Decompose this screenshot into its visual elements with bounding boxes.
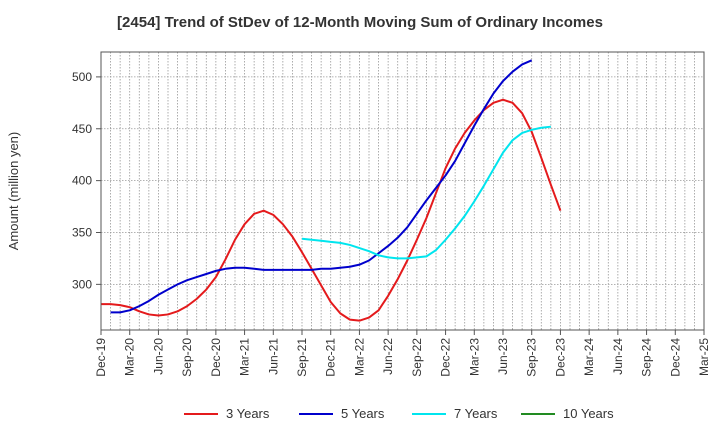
- grid-lines: [101, 52, 704, 330]
- legend-swatch: [412, 412, 446, 415]
- series-lines: [101, 59, 562, 322]
- legend-item-10-years: 10 Years: [521, 406, 614, 421]
- x-tick-label: Sep-23: [525, 338, 539, 377]
- x-tick-label: Jun-23: [496, 338, 510, 375]
- x-tick-label: Jun-20: [151, 338, 165, 375]
- series-line-7-years: [301, 125, 551, 260]
- x-tick-label: Dec-20: [209, 338, 223, 377]
- x-tick-label: Sep-20: [180, 338, 194, 377]
- y-axis-ticks: 300 350 400 450 500: [72, 70, 101, 291]
- plot-area: [101, 52, 704, 330]
- x-tick-label: Mar-20: [123, 338, 137, 376]
- legend-item-3-years: 3 Years: [184, 406, 269, 421]
- legend-label: 5 Years: [341, 406, 385, 421]
- x-tick-label: Jun-22: [381, 338, 395, 375]
- x-tick-label: Mar-23: [467, 338, 481, 376]
- x-tick-label: Dec-23: [553, 338, 567, 377]
- y-tick-label: 450: [72, 122, 92, 136]
- legend-swatch: [299, 412, 333, 415]
- x-tick-label: Sep-22: [410, 338, 424, 377]
- legend: 3 Years 5 Years 7 Years 10 Years: [0, 406, 720, 426]
- x-tick-label: Dec-22: [439, 338, 453, 377]
- x-tick-label: Mar-25: [697, 338, 711, 376]
- x-tick-label: Sep-21: [295, 338, 309, 377]
- legend-swatch: [521, 412, 555, 415]
- legend-swatch: [184, 412, 218, 415]
- x-axis-ticks: Dec-19 Mar-20 Jun-20 Sep-20 Dec-20 Mar-21 Jun-…: [94, 330, 711, 377]
- y-tick-label: 400: [72, 174, 92, 188]
- legend-label: 10 Years: [563, 406, 614, 421]
- legend-label: 7 Years: [454, 406, 498, 421]
- y-tick-label: 300: [72, 277, 92, 291]
- x-tick-label: Dec-24: [668, 338, 682, 377]
- x-tick-label: Mar-21: [238, 338, 252, 376]
- x-tick-label: Mar-22: [352, 338, 366, 376]
- x-tick-label: Jun-21: [266, 338, 280, 375]
- y-tick-label: 500: [72, 70, 92, 84]
- x-tick-label: Dec-21: [324, 338, 338, 377]
- plot-border: [100, 51, 705, 331]
- y-tick-label: 350: [72, 225, 92, 239]
- x-tick-label: Dec-19: [94, 338, 108, 377]
- x-tick-label: Sep-24: [640, 338, 654, 377]
- y-axis-label: Amount (million yen): [6, 132, 21, 251]
- series-line-5-years: [110, 59, 533, 314]
- legend-item-5-years: 5 Years: [299, 406, 384, 421]
- x-tick-label: Jun-24: [611, 338, 625, 375]
- legend-label: 3 Years: [226, 406, 270, 421]
- legend-item-7-years: 7 Years: [412, 406, 497, 421]
- chart-title: [2454] Trend of StDev of 12-Month Moving…: [117, 14, 603, 31]
- x-tick-label: Mar-24: [582, 338, 596, 376]
